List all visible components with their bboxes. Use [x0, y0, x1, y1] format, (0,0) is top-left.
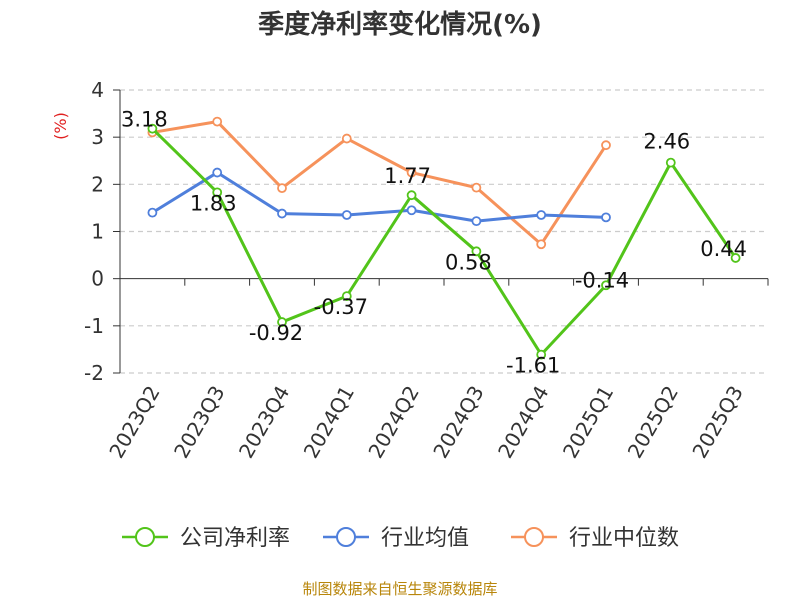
- source-note: 制图数据来自恒生聚源数据库: [302, 580, 498, 598]
- data-point: [212, 167, 223, 178]
- data-point: [277, 317, 287, 327]
- x-tick-label: 2025Q1: [558, 382, 618, 463]
- data-point: [536, 239, 547, 250]
- legend-marker: [524, 527, 544, 547]
- data-point: [341, 133, 352, 144]
- y-tick-label: 4: [91, 78, 104, 102]
- data-point: [341, 291, 352, 302]
- data-point: [601, 140, 611, 151]
- x-tick-label: 2024Q2: [363, 382, 423, 463]
- data-label: -0.92: [249, 321, 303, 345]
- data-label: 0.44: [700, 237, 747, 261]
- data-point: [601, 280, 611, 291]
- x-tick-label: 2024Q1: [299, 382, 359, 463]
- data-point: [730, 253, 741, 263]
- data-point: [601, 212, 611, 223]
- y-tick-label: 2: [91, 172, 104, 196]
- data-point: [212, 187, 223, 198]
- data-point: [665, 157, 676, 168]
- data-label: 1.83: [190, 191, 237, 215]
- series-line-1: [151, 171, 607, 223]
- data-point: [536, 210, 547, 220]
- data-label: -1.61: [506, 354, 560, 378]
- y-tick-label: 3: [91, 125, 104, 149]
- legend-label: 行业中位数: [569, 526, 679, 551]
- x-tick-label: 2023Q3: [169, 382, 229, 463]
- legend-marker: [135, 527, 155, 547]
- x-tick-label: 2025Q3: [687, 382, 747, 463]
- x-tick-label: 2024Q3: [428, 382, 488, 463]
- x-tick-label: 2023Q2: [104, 382, 164, 463]
- y-tick-label: 1: [91, 220, 104, 244]
- legend-label: 公司净利率: [180, 526, 290, 551]
- x-tick-label: 2025Q2: [623, 382, 683, 463]
- data-point: [471, 246, 482, 257]
- x-tick-label: 2023Q4: [234, 382, 294, 463]
- data-point: [147, 123, 158, 134]
- y-axis-label: (%): [51, 112, 70, 140]
- x-tick-label: 2024Q4: [493, 382, 553, 463]
- y-tick-label: -2: [84, 361, 104, 385]
- data-label: 3.18: [121, 108, 168, 132]
- y-tick-label: -1: [84, 314, 104, 338]
- data-point: [277, 183, 287, 194]
- data-label: 0.58: [445, 250, 492, 274]
- data-point: [406, 190, 417, 201]
- data-point: [406, 205, 417, 216]
- series-line-0: [151, 127, 737, 357]
- data-point: [406, 167, 417, 178]
- series-line-2: [152, 120, 608, 246]
- data-point: [341, 210, 352, 220]
- data-label: 1.77: [384, 164, 431, 188]
- chart-title: 季度净利率变化情况(%): [258, 10, 542, 40]
- data-point: [147, 207, 158, 218]
- data-point: [471, 182, 482, 193]
- data-point: [471, 216, 482, 227]
- data-label: -0.14: [575, 268, 629, 292]
- data-label: 2.46: [643, 130, 690, 154]
- data-point: [212, 116, 223, 127]
- legend-marker: [336, 527, 356, 547]
- data-point: [277, 208, 287, 219]
- data-point: [536, 349, 547, 360]
- legend-label: 行业均值: [381, 526, 469, 551]
- data-label: -0.37: [314, 295, 368, 319]
- y-tick-label: 0: [91, 267, 104, 291]
